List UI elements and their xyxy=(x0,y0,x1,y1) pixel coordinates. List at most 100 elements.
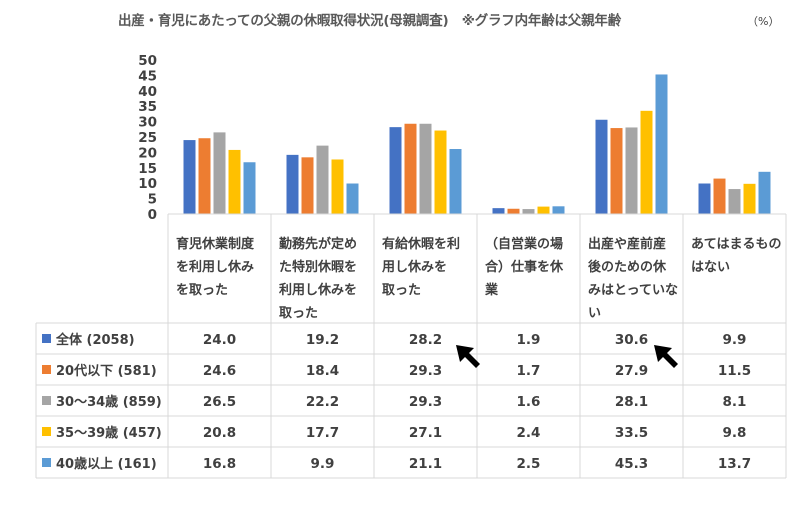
chart-title: 出産・育児にあたっての父親の休暇取得状況(母親調査) ※グラフ内年齢は父親年齢 xyxy=(118,13,621,29)
legend-label: 30～34歳 (859) xyxy=(56,394,162,410)
data-label: 27.1 xyxy=(409,425,442,441)
data-label: 33.5 xyxy=(615,425,648,441)
category-label: 合）仕事を休 xyxy=(485,259,564,275)
bar xyxy=(389,127,402,214)
bar xyxy=(552,206,565,214)
data-label: 45.3 xyxy=(615,456,648,472)
y-tick-label: 5 xyxy=(148,192,157,208)
data-label: 1.9 xyxy=(517,332,541,348)
bar xyxy=(537,206,550,214)
y-tick-label: 50 xyxy=(138,53,157,69)
data-label: 19.2 xyxy=(306,332,339,348)
bar xyxy=(346,183,359,214)
y-tick-label: 0 xyxy=(148,207,157,223)
y-tick-label: 15 xyxy=(138,161,157,177)
category-label: （自営業の場 xyxy=(485,236,563,252)
annotation-arrow-icon xyxy=(456,345,480,368)
annotation-arrow-icon xyxy=(654,345,678,368)
bar xyxy=(331,159,344,214)
bar xyxy=(316,145,329,214)
bar xyxy=(507,208,520,214)
data-label: 24.0 xyxy=(203,332,236,348)
category-label: 用し休みを xyxy=(381,259,447,275)
category-label: た特別休暇を xyxy=(279,259,357,275)
y-tick-label: 25 xyxy=(138,130,157,146)
category-label: を利用し休み xyxy=(176,259,254,275)
bar xyxy=(286,154,299,214)
legend-label: 全体 (2058) xyxy=(55,332,135,348)
data-label: 13.7 xyxy=(718,456,751,472)
legend-swatch xyxy=(42,396,51,405)
category-label: を取った xyxy=(176,283,228,298)
data-label: 20.8 xyxy=(203,425,236,441)
bar xyxy=(213,132,226,214)
data-label: 17.7 xyxy=(306,425,339,441)
bar xyxy=(713,178,726,214)
bar xyxy=(492,208,505,214)
legend-swatch xyxy=(42,458,51,467)
y-tick-label: 10 xyxy=(138,176,157,192)
data-label: 30.6 xyxy=(615,332,648,348)
y-tick-label: 40 xyxy=(138,84,157,100)
bar xyxy=(404,123,417,214)
bar xyxy=(198,138,211,214)
category-label: 業 xyxy=(484,282,499,298)
data-label: 29.3 xyxy=(409,394,442,410)
legend-label: 40歳以上 (161) xyxy=(56,456,157,472)
category-label: 取った xyxy=(279,306,318,321)
data-label: 8.1 xyxy=(723,394,747,410)
data-label: 22.2 xyxy=(306,394,339,410)
legend-label: 20代以下 (581) xyxy=(56,363,157,379)
bar xyxy=(743,183,756,214)
category-label: 育児休業制度 xyxy=(176,236,255,252)
category-label: 有給休暇を利 xyxy=(382,236,460,252)
y-tick-label: 35 xyxy=(138,99,157,115)
bar xyxy=(758,171,771,214)
data-label: 1.6 xyxy=(517,394,541,410)
category-label: 勤務先が定め xyxy=(279,236,357,252)
data-label: 18.4 xyxy=(306,363,339,379)
bar xyxy=(434,130,447,214)
bar xyxy=(522,209,535,214)
legend-swatch xyxy=(42,427,51,436)
bar xyxy=(449,149,462,214)
data-label: 9.9 xyxy=(723,332,747,348)
bar xyxy=(610,128,623,214)
data-label: 11.5 xyxy=(718,363,751,379)
category-label: 利用し休みを xyxy=(279,282,357,298)
category-label: はない xyxy=(691,260,730,275)
data-label: 9.8 xyxy=(723,425,747,441)
data-label: 21.1 xyxy=(409,456,442,472)
category-label: 取った xyxy=(382,283,421,298)
legend-swatch xyxy=(42,365,51,374)
bar xyxy=(655,74,668,214)
category-label: 出産や産前産 xyxy=(588,236,666,252)
y-tick-label: 45 xyxy=(138,68,157,84)
category-label: みはとっていな xyxy=(588,283,678,298)
data-label: 24.6 xyxy=(203,363,236,379)
bar xyxy=(625,127,638,214)
data-label: 27.9 xyxy=(615,363,648,379)
bar xyxy=(301,157,314,214)
legend-swatch xyxy=(42,334,51,343)
bar xyxy=(183,140,196,214)
data-label: 2.5 xyxy=(517,456,541,472)
category-label: 後のための休 xyxy=(588,259,667,275)
bar xyxy=(228,149,241,214)
category-label: あてはまるもの xyxy=(691,237,781,252)
data-label: 9.9 xyxy=(311,456,335,472)
y-tick-label: 20 xyxy=(138,145,157,161)
legend-label: 35～39歳 (457) xyxy=(56,425,162,441)
data-label: 28.1 xyxy=(615,394,648,410)
bar xyxy=(640,110,653,214)
bar xyxy=(595,119,608,214)
data-label: 26.5 xyxy=(203,394,236,410)
unit-label: （%） xyxy=(747,15,780,28)
bar xyxy=(698,183,711,214)
bar xyxy=(243,162,256,214)
data-label: 16.8 xyxy=(203,456,236,472)
category-label: い xyxy=(588,306,601,321)
data-label: 1.7 xyxy=(517,363,541,379)
data-label: 29.3 xyxy=(409,363,442,379)
